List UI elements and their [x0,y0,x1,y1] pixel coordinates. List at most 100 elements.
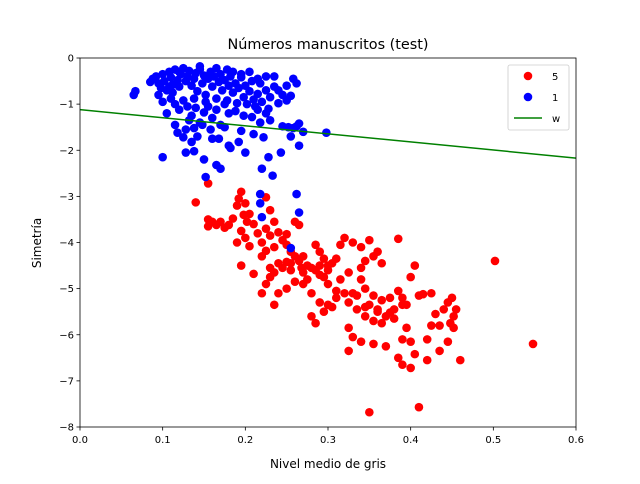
data-point [245,86,254,96]
data-point [189,94,199,103]
data-point [294,208,304,217]
data-point [307,312,316,321]
data-point [236,226,246,236]
data-point [179,96,188,105]
data-point [269,72,279,81]
data-point [265,205,275,215]
data-point [245,67,254,77]
data-point [528,339,538,349]
data-point [234,194,244,203]
data-point [181,148,191,157]
data-point [166,73,176,82]
data-point [360,284,370,293]
data-point [226,143,235,153]
data-point [422,335,432,344]
data-point [158,152,167,162]
data-point [422,355,432,365]
data-point [365,407,374,417]
data-point [315,298,325,307]
data-point [236,126,246,136]
legend: 5 1 w [507,64,570,131]
data-point [294,141,304,150]
data-point [344,298,353,307]
data-point [264,152,273,162]
data-point [207,82,217,91]
data-point [274,85,283,95]
data-point [199,155,209,164]
y-tick-label: −6 [59,330,74,341]
data-point [381,341,391,351]
data-point [220,99,229,109]
y-tick-label: −4 [59,238,74,249]
data-point [290,277,300,287]
data-point [255,198,265,208]
x-tick-label: 0.3 [320,435,336,446]
data-point [265,272,275,282]
data-point [189,123,199,133]
data-point [418,289,428,299]
data-point [228,88,238,97]
y-tick-label: −8 [59,423,74,434]
data-point [269,300,279,310]
data-point [265,231,275,240]
data-point [255,118,265,127]
x-tick-label: 0.5 [485,435,501,446]
data-point [344,346,353,356]
data-point [290,252,300,261]
data-point [315,261,325,270]
data-point [369,316,378,326]
data-point [274,228,283,237]
data-point [449,312,458,321]
data-point [369,291,378,300]
data-point [269,242,279,252]
data-point [198,120,207,130]
data-point [340,288,349,298]
data-point [282,81,291,90]
data-point [373,307,382,316]
series-1 [129,62,331,253]
data-point [232,98,242,108]
data-point [352,305,362,314]
data-point [360,312,370,321]
data-point [249,129,258,139]
y-tick-label: −5 [59,284,74,295]
data-point [410,261,420,270]
data-point [344,268,353,277]
legend-label-1: 1 [552,93,558,104]
data-point [348,332,358,342]
data-point [294,119,304,128]
data-point [398,360,407,370]
data-point [278,263,287,273]
data-point [249,219,258,229]
data-point [241,148,250,157]
data-point [286,258,296,268]
data-point [236,69,246,79]
data-point [241,233,250,243]
x-tick-label: 0.6 [568,435,584,446]
data-point [402,323,411,333]
data-point [297,263,306,273]
y-axis-label: Simetría [30,218,44,268]
data-point [232,201,242,210]
data-point [216,164,225,173]
data-point [261,85,271,95]
data-point [245,209,254,219]
data-point [234,137,244,147]
data-point [356,275,366,284]
x-tick-label: 0.4 [403,435,419,446]
data-point [393,234,403,244]
data-point [239,92,248,102]
data-point [292,189,301,199]
data-point [220,122,229,132]
data-point [207,134,217,144]
data-point [158,69,167,79]
data-point [203,222,213,231]
data-point [311,318,320,328]
data-point [231,106,240,116]
data-point [232,238,242,247]
data-point [193,86,202,96]
data-point [336,275,345,284]
chart-title: Números manuscritos (test) [227,37,428,53]
data-point [282,229,291,239]
data-point [247,112,257,122]
